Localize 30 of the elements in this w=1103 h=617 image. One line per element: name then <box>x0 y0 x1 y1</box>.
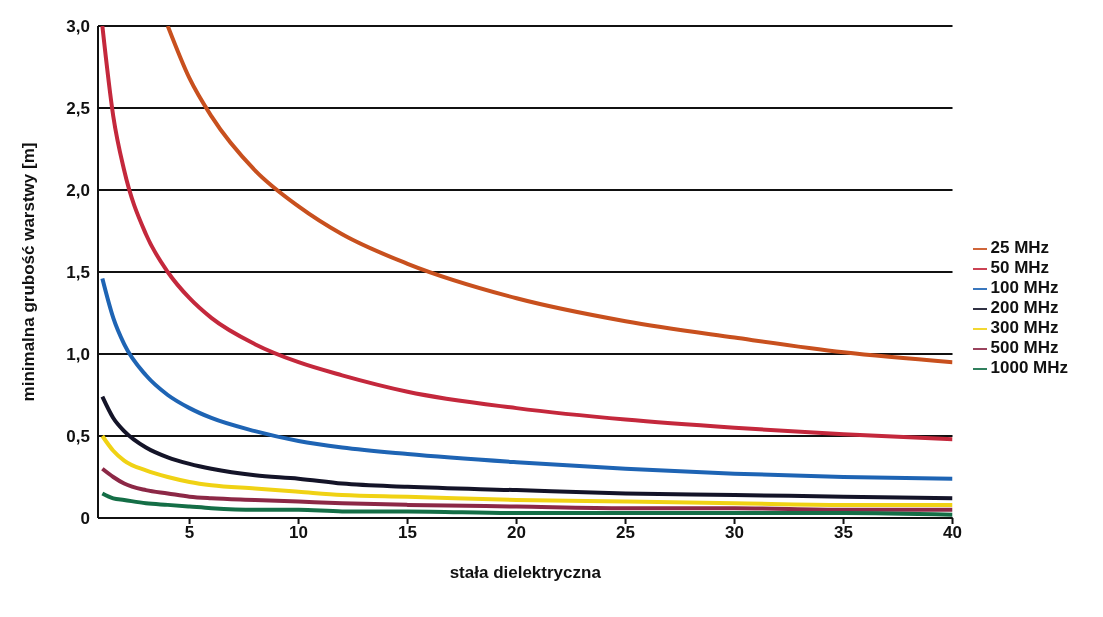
legend-label: 25 MHz <box>990 238 1050 257</box>
line-series <box>100 276 953 481</box>
x-tick-label: 25 <box>616 523 635 543</box>
line-series <box>165 26 953 365</box>
line-series <box>100 394 953 501</box>
x-tick-label: 30 <box>725 523 744 543</box>
x-axis-title: stała dielektryczna <box>449 563 602 582</box>
legend-label: 300 MHz <box>990 318 1059 337</box>
y-tick-label: 1,5 <box>66 263 90 283</box>
legend-label: 500 MHz <box>990 338 1059 357</box>
y-tick-label: 1,0 <box>66 345 90 365</box>
y-tick-label: 0,5 <box>66 427 90 447</box>
y-tick-label: 0 <box>80 509 90 529</box>
legend-label: 50 MHz <box>990 258 1050 277</box>
y-tick-label: 2,5 <box>66 99 90 119</box>
x-tick-label: 40 <box>943 523 962 543</box>
legend-label: 1000 MHz <box>990 358 1068 377</box>
x-tick-label: 10 <box>289 523 309 543</box>
legend-label: 200 MHz <box>990 298 1059 317</box>
x-tick-label: 20 <box>507 523 526 543</box>
x-tick-label: 15 <box>398 523 417 543</box>
x-tick-label: 35 <box>834 523 853 543</box>
y-tick-label: 2,0 <box>66 181 90 201</box>
y-tick-label: 3,0 <box>66 17 90 37</box>
legend-label: 100 MHz <box>990 278 1059 297</box>
line-series <box>100 434 953 507</box>
line-series <box>100 491 953 517</box>
y-axis-title: minimalna grubość warstwy [m] <box>19 142 39 402</box>
x-tick-label: 5 <box>184 523 195 543</box>
line-series <box>100 466 953 512</box>
